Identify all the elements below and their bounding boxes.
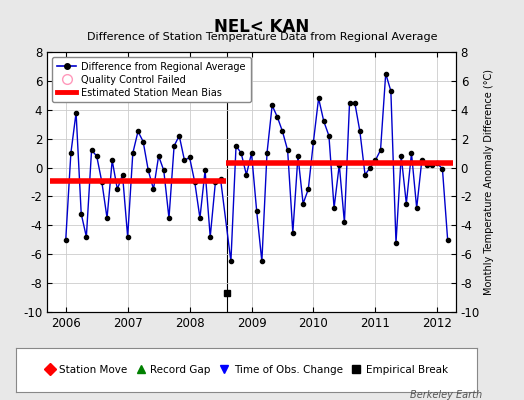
Text: NEL< KAN: NEL< KAN (214, 18, 310, 36)
Y-axis label: Monthly Temperature Anomaly Difference (°C): Monthly Temperature Anomaly Difference (… (484, 69, 494, 295)
Legend: Station Move, Record Gap, Time of Obs. Change, Empirical Break: Station Move, Record Gap, Time of Obs. C… (41, 362, 451, 378)
Text: Difference of Station Temperature Data from Regional Average: Difference of Station Temperature Data f… (87, 32, 437, 42)
Legend: Difference from Regional Average, Quality Control Failed, Estimated Station Mean: Difference from Regional Average, Qualit… (52, 57, 250, 102)
Text: Berkeley Earth: Berkeley Earth (410, 390, 482, 400)
